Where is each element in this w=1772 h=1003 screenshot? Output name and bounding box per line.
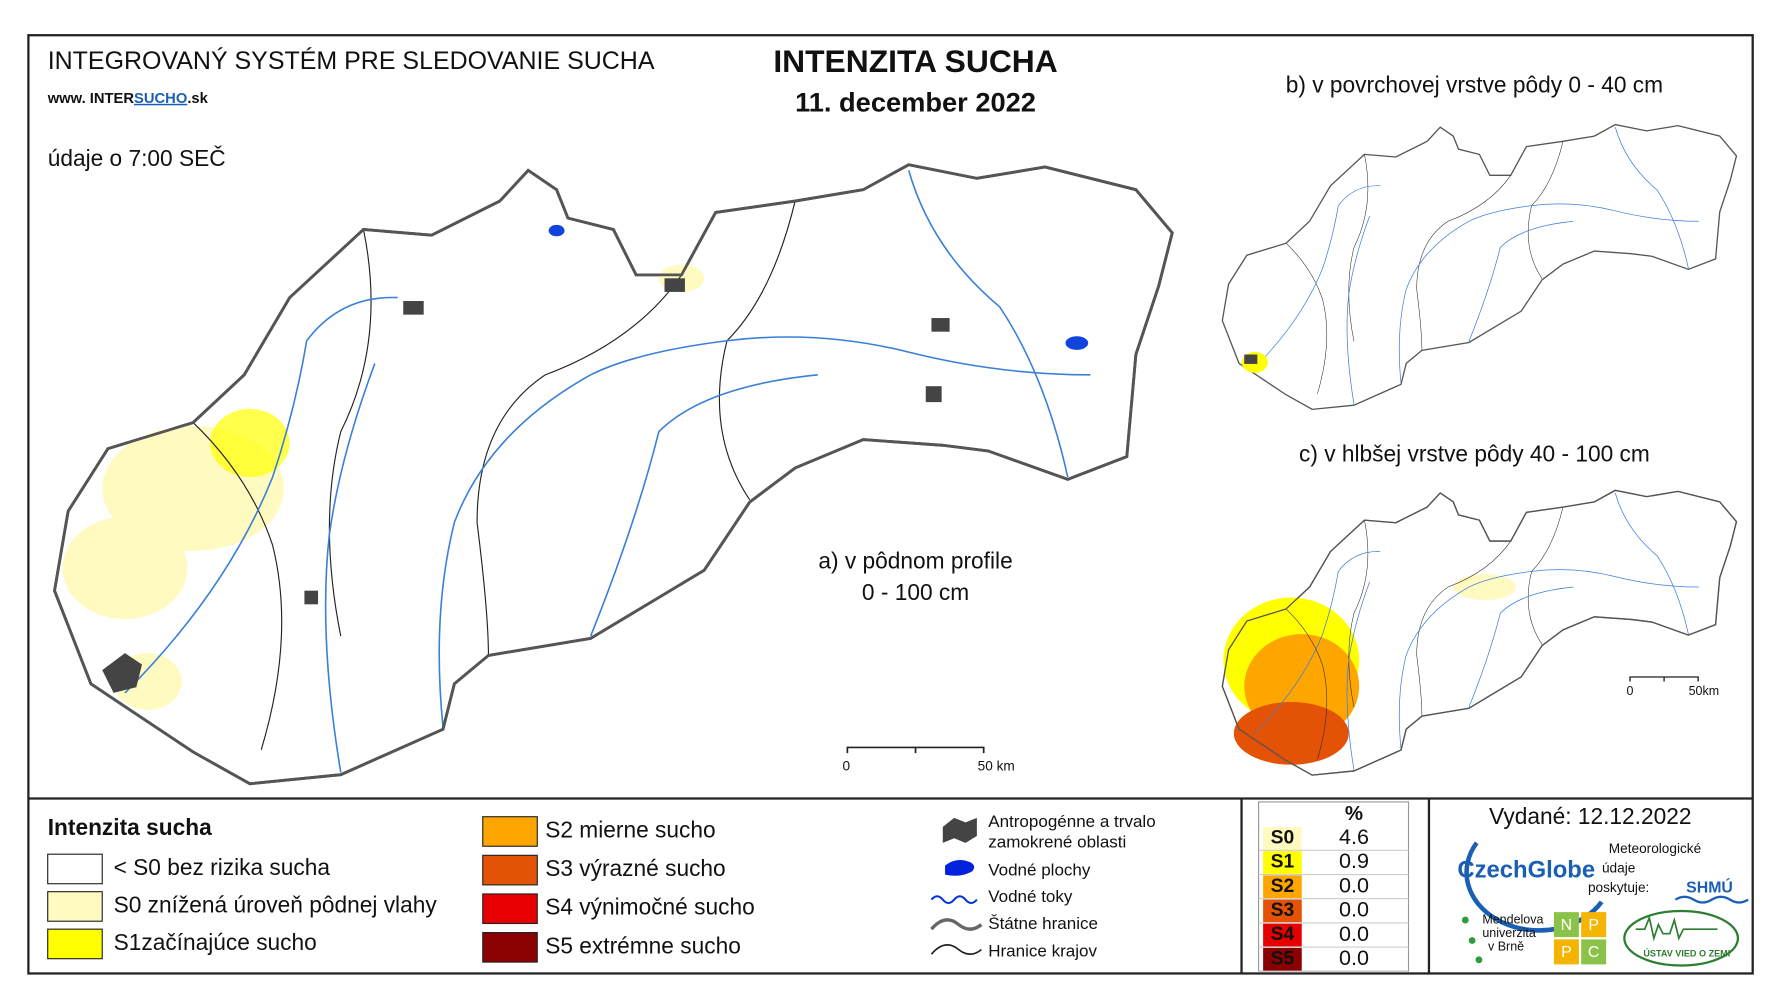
scale-bar	[846, 746, 985, 754]
website-prefix: www. INTER	[47, 91, 135, 107]
mendel-text: univerzita	[1482, 926, 1535, 940]
legend-swatch	[47, 853, 103, 885]
urban-icon	[942, 817, 977, 843]
stats-class-cell	[1263, 923, 1302, 947]
legend-swatch	[482, 854, 538, 886]
stats-header: %	[1345, 802, 1363, 825]
nppc-cell	[1581, 939, 1607, 965]
website: www. INTERSUCHO.sk	[47, 91, 209, 107]
stats-value: 0.0	[1339, 897, 1369, 922]
nppc-letter: P	[1561, 944, 1572, 961]
stats-rows: S0 4.6 S1 0.9 S2 0.0 S3 0.0 S4 0.0 S5 0.0	[1258, 824, 1409, 972]
legend-swatch	[47, 891, 103, 922]
legend-label: < S0 bez rizika sucha	[114, 854, 331, 880]
scale-label: 50km	[1689, 684, 1720, 698]
scale-label: 50 km	[978, 758, 1015, 773]
legend-label: S5 extrémne sucho	[545, 932, 741, 958]
stats-value: 0.9	[1339, 848, 1369, 873]
mendel-dot	[1461, 916, 1469, 924]
stats-value: 4.6	[1339, 824, 1369, 849]
website-highlight: SUCHO	[134, 91, 187, 107]
map-c	[1221, 489, 1738, 776]
scale-label: 0	[1627, 684, 1634, 698]
stats-class-cell	[1263, 947, 1302, 971]
stats-class-cell	[1263, 826, 1302, 850]
symbol-label: Hranice krajov	[988, 941, 1097, 960]
river-icon	[930, 895, 978, 905]
symbol-label: Antropogénne a trvalo	[988, 812, 1155, 831]
scale-label: 0	[842, 758, 850, 773]
legend: < S0 bez rizika sucha S0 znížená úroveň p…	[47, 816, 755, 963]
map-b	[1221, 123, 1738, 411]
symbol-label: Štátne hranice	[988, 914, 1098, 933]
water-icon	[945, 859, 975, 876]
main-title: INTENZITA SUCHA	[773, 43, 1057, 79]
stats-value: 0.0	[1339, 921, 1369, 946]
legend-swatch	[482, 932, 538, 963]
nppc-letter: P	[1588, 917, 1599, 934]
stats-class: S5	[1271, 948, 1295, 969]
website-suffix: .sk	[187, 91, 208, 107]
stats-class: S3	[1271, 900, 1295, 921]
czechglobe-logo: CzechGlobe	[1457, 857, 1595, 884]
mendel-text: Mendelova	[1482, 912, 1543, 926]
system-title: INTEGROVANÝ SYSTÉM PRE SLEDOVANIE SUCHA	[48, 46, 655, 75]
legend-label: S1začínajúce sucho	[114, 929, 317, 955]
shmu-waves	[1674, 895, 1749, 904]
map-b-label: b) v povrchovej vrstve pôdy 0 - 40 cm	[1286, 71, 1663, 97]
nppc-letter: C	[1588, 944, 1599, 961]
nppc-letter: N	[1561, 917, 1572, 934]
legend-swatch	[482, 893, 538, 925]
legend-label: S2 mierne sucho	[545, 816, 715, 842]
stats-class-cell	[1263, 875, 1302, 899]
stats-class: S2	[1271, 876, 1295, 897]
nppc-cell	[1553, 912, 1579, 938]
mendel-dot	[1468, 937, 1476, 944]
meteo-text: údaje	[1602, 861, 1635, 876]
nppc-cell	[1581, 912, 1607, 938]
stats-value: 0.0	[1339, 872, 1369, 897]
legend-label: S3 výrazné sucho	[545, 855, 725, 881]
data-time: údaje o 7:00 SEČ	[48, 145, 226, 171]
stats-class: S0	[1271, 827, 1295, 848]
uvz-ellipse	[1623, 909, 1740, 967]
legend-label: S4 výnimočné sucho	[545, 894, 754, 920]
scale-bar	[1629, 676, 1699, 682]
stats-class-cell	[1263, 899, 1302, 923]
legend-swatch	[482, 816, 538, 847]
uvz-wave	[1635, 914, 1718, 942]
region-border-icon	[930, 944, 982, 956]
legend-swatch	[47, 928, 103, 960]
date: 11. december 2022	[795, 87, 1036, 118]
stats-class-cell	[1263, 851, 1302, 874]
map-c-label: c) v hlbšej vrstve pôdy 40 - 100 cm	[1299, 440, 1650, 466]
legend-label: S0 znížená úroveň pôdnej vlahy	[114, 891, 438, 917]
symbol-label: Vodné plochy	[988, 861, 1091, 880]
issued: Vydané: 12.12.2022	[1489, 803, 1691, 829]
stats-value: 0.0	[1339, 945, 1369, 970]
map-a-label: 0 - 100 cm	[862, 579, 969, 605]
map-a	[53, 163, 1174, 786]
meteo-text: Meteorologické	[1609, 841, 1701, 856]
legend-title: Intenzita sucha	[48, 814, 212, 840]
stats-class: S4	[1271, 924, 1295, 945]
uvz-logo: ÚSTAV VIED O ZEMI	[1643, 948, 1730, 959]
map-a-label: a) v pôdnom profile	[818, 547, 1012, 573]
mendel-text: v Brně	[1488, 940, 1524, 954]
symbol-label: zamokrené oblasti	[988, 832, 1126, 851]
stats-class: S1	[1271, 852, 1295, 873]
mendel-dot	[1475, 956, 1483, 964]
meteo-text: poskytuje:	[1588, 880, 1649, 895]
symbol-label: Vodné toky	[988, 887, 1073, 906]
nppc-cell	[1553, 939, 1579, 965]
border-icon	[930, 918, 983, 931]
shmu-logo: SHMÚ	[1686, 877, 1733, 896]
